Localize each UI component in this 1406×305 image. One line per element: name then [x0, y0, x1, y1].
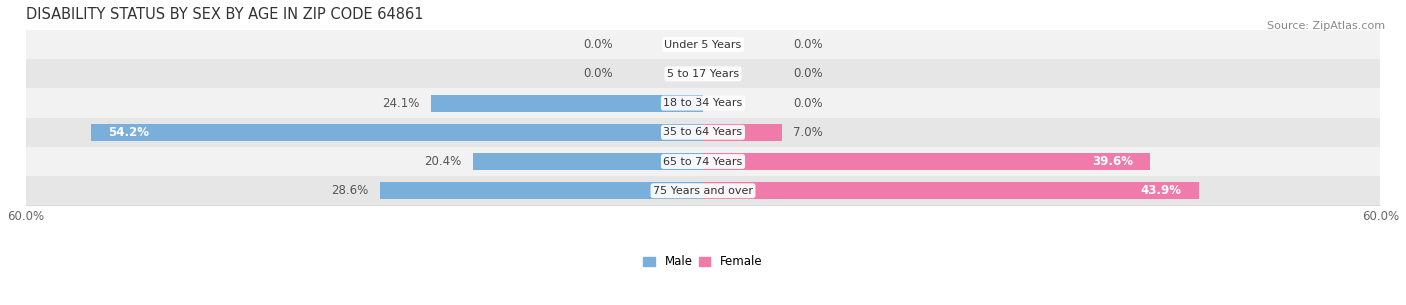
Bar [91, 124, 703, 141]
Bar [25, 118, 1381, 147]
Text: 5 to 17 Years: 5 to 17 Years [666, 69, 740, 79]
Text: 0.0%: 0.0% [583, 67, 613, 81]
Legend: Male, Female: Male, Female [638, 251, 768, 273]
Bar [472, 153, 703, 170]
Text: 7.0%: 7.0% [793, 126, 823, 139]
Text: 0.0%: 0.0% [793, 38, 823, 51]
Text: 0.0%: 0.0% [793, 67, 823, 81]
Text: 43.9%: 43.9% [1140, 184, 1182, 197]
Bar [380, 182, 703, 199]
Text: 18 to 34 Years: 18 to 34 Years [664, 98, 742, 108]
Text: 0.0%: 0.0% [583, 38, 613, 51]
Text: 75 Years and over: 75 Years and over [652, 186, 754, 196]
Text: 28.6%: 28.6% [332, 184, 368, 197]
Bar [703, 153, 1150, 170]
Text: 54.2%: 54.2% [108, 126, 149, 139]
Bar [25, 30, 1381, 59]
Text: 39.6%: 39.6% [1092, 155, 1133, 168]
Text: DISABILITY STATUS BY SEX BY AGE IN ZIP CODE 64861: DISABILITY STATUS BY SEX BY AGE IN ZIP C… [25, 7, 423, 22]
Bar [703, 124, 782, 141]
Text: Source: ZipAtlas.com: Source: ZipAtlas.com [1267, 21, 1385, 31]
Text: 65 to 74 Years: 65 to 74 Years [664, 156, 742, 167]
Bar [25, 147, 1381, 176]
Text: 0.0%: 0.0% [793, 97, 823, 109]
Bar [25, 59, 1381, 88]
Bar [25, 176, 1381, 205]
Bar [25, 88, 1381, 118]
Text: 20.4%: 20.4% [425, 155, 461, 168]
Text: 24.1%: 24.1% [382, 97, 419, 109]
Text: Under 5 Years: Under 5 Years [665, 40, 741, 50]
Bar [703, 182, 1199, 199]
Bar [430, 95, 703, 112]
Text: 35 to 64 Years: 35 to 64 Years [664, 127, 742, 137]
